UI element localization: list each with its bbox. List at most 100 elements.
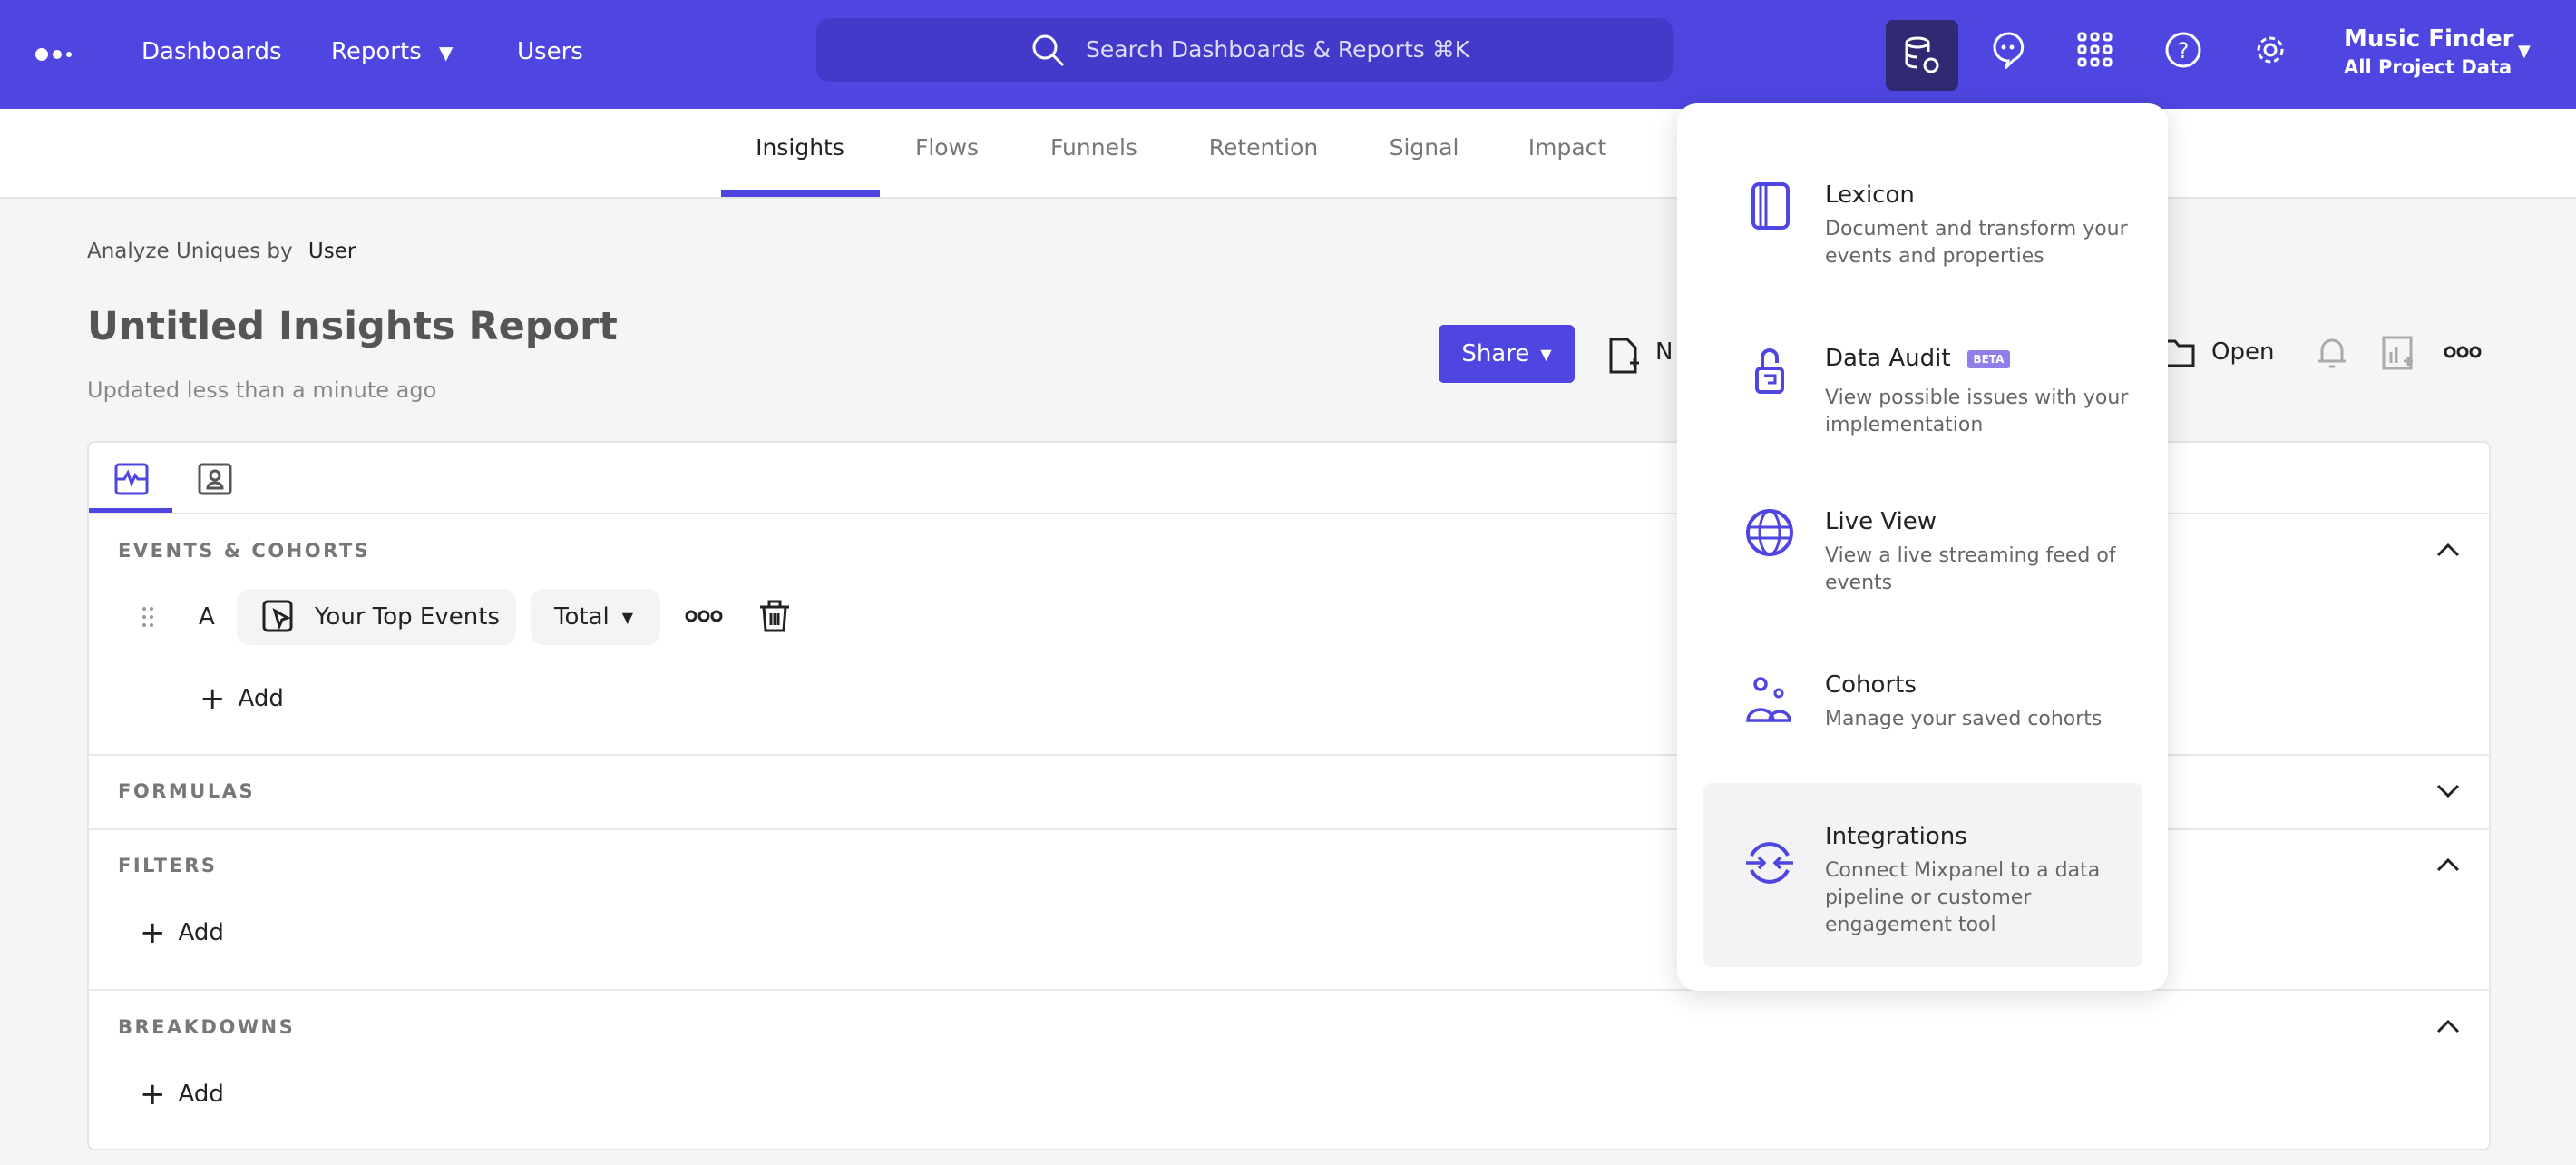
divider bbox=[89, 828, 2489, 830]
project-switcher[interactable]: Music Finder All Project Data bbox=[2344, 25, 2513, 78]
drag-handle-icon[interactable] bbox=[141, 606, 154, 628]
cursor-click-icon bbox=[262, 600, 293, 632]
tab-funnels[interactable]: Funnels bbox=[1050, 134, 1137, 161]
measure-selector[interactable]: Total ▼ bbox=[531, 589, 660, 645]
measure-label: Total bbox=[554, 603, 610, 631]
plus-icon: + bbox=[140, 915, 166, 951]
tab-signal[interactable]: Signal bbox=[1389, 134, 1459, 161]
menu-item-title: Integrations bbox=[1825, 823, 1967, 850]
expand-chevron-icon[interactable] bbox=[2435, 778, 2462, 805]
active-panel-tab-indicator bbox=[89, 508, 172, 514]
project-caret-icon[interactable]: ▼ bbox=[2518, 42, 2531, 61]
add-label: Add bbox=[238, 685, 284, 712]
insights-chart-tab-icon[interactable] bbox=[114, 463, 149, 495]
integrations-arrows-icon bbox=[1746, 842, 1793, 884]
section-breakdowns: BREAKDOWNS bbox=[118, 1016, 296, 1038]
add-filter-button[interactable]: + Add bbox=[140, 915, 224, 951]
menu-item-description: Manage your saved cohorts bbox=[1825, 708, 2103, 730]
more-options-icon[interactable] bbox=[2444, 345, 2482, 359]
collapse-chevron-icon[interactable] bbox=[2435, 852, 2462, 879]
menu-item-data-audit[interactable]: Data Audit BETA View possible issues with… bbox=[1703, 303, 2142, 457]
report-title[interactable]: Untitled Insights Report bbox=[87, 304, 618, 349]
data-management-button[interactable] bbox=[1886, 20, 1958, 91]
menu-item-title: Data Audit bbox=[1825, 345, 1951, 372]
project-name: Music Finder bbox=[2344, 25, 2514, 53]
measure-caret-icon: ▼ bbox=[621, 608, 634, 626]
share-label: Share bbox=[1461, 340, 1530, 367]
svg-text:?: ? bbox=[2178, 38, 2190, 64]
updated-status: Updated less than a minute ago bbox=[87, 377, 437, 403]
add-to-dashboard-icon[interactable] bbox=[2382, 336, 2415, 370]
globe-icon bbox=[1746, 509, 1793, 556]
new-button-label[interactable]: N bbox=[1655, 338, 1673, 366]
menu-item-lexicon[interactable]: Lexicon Document and transform your even… bbox=[1703, 140, 2142, 294]
tab-insights[interactable]: Insights bbox=[756, 134, 844, 161]
settings-icon bbox=[2257, 36, 2284, 64]
analyze-label: Analyze Uniques by bbox=[87, 240, 293, 263]
collapse-chevron-icon[interactable] bbox=[2435, 537, 2462, 564]
profile-tab-icon[interactable] bbox=[198, 463, 232, 495]
menu-item-description: View possible issues with your implement… bbox=[1825, 387, 2129, 436]
nav-dashboards[interactable]: Dashboards bbox=[141, 38, 282, 65]
menu-item-description: Connect Mixpanel to a data pipeline or c… bbox=[1825, 859, 2101, 936]
mixpanel-logo[interactable] bbox=[34, 45, 74, 67]
menu-item-title: Cohorts bbox=[1825, 671, 1917, 699]
active-tab-indicator bbox=[721, 190, 880, 197]
divider bbox=[89, 989, 2489, 991]
project-scope: All Project Data bbox=[2344, 56, 2513, 78]
add-label: Add bbox=[178, 919, 224, 946]
data-audit-lock-icon bbox=[1755, 348, 1784, 394]
open-button[interactable]: Open bbox=[2211, 338, 2275, 366]
help-button[interactable]: ? bbox=[2161, 27, 2206, 73]
event-selector[interactable]: Your Top Events bbox=[237, 589, 516, 645]
settings-button[interactable] bbox=[2248, 27, 2293, 73]
search-bar[interactable]: Search Dashboards & Reports ⌘K bbox=[816, 18, 1673, 82]
tab-retention[interactable]: Retention bbox=[1208, 134, 1319, 161]
reports-caret-icon[interactable]: ▼ bbox=[439, 42, 454, 64]
nav-users[interactable]: Users bbox=[517, 38, 583, 65]
report-type-tabs: Insights Flows Funnels Retention Signal … bbox=[0, 109, 2576, 199]
add-label: Add bbox=[178, 1081, 224, 1108]
collapse-chevron-icon[interactable] bbox=[2435, 1013, 2462, 1041]
menu-item-description: Document and transform your events and p… bbox=[1825, 218, 2128, 268]
add-event-button[interactable]: + Add bbox=[200, 680, 284, 717]
divider bbox=[89, 513, 2489, 514]
divider bbox=[89, 754, 2489, 756]
plus-icon: + bbox=[140, 1076, 166, 1112]
add-breakdown-button[interactable]: + Add bbox=[140, 1076, 224, 1112]
top-navigation-bar: Dashboards Reports ▼ Users Search Dashbo… bbox=[0, 0, 2576, 109]
cohorts-people-icon bbox=[1746, 677, 1791, 722]
section-filters: FILTERS bbox=[118, 855, 218, 876]
tab-impact[interactable]: Impact bbox=[1527, 134, 1607, 161]
chat-icon bbox=[1993, 32, 2025, 69]
analyze-by[interactable]: Analyze Uniques by User bbox=[87, 240, 356, 263]
lexicon-book-icon bbox=[1751, 182, 1790, 230]
beta-badge: BETA bbox=[1966, 349, 2011, 368]
plus-icon: + bbox=[200, 680, 226, 717]
data-management-menu: Lexicon Document and transform your even… bbox=[1677, 103, 2168, 991]
alert-bell-icon[interactable] bbox=[2317, 336, 2349, 370]
event-name: Your Top Events bbox=[315, 603, 500, 631]
apps-grid-icon bbox=[2077, 32, 2113, 67]
search-placeholder: Search Dashboards & Reports ⌘K bbox=[1086, 36, 1470, 63]
menu-item-title: Live View bbox=[1825, 508, 1937, 535]
chat-button[interactable] bbox=[1986, 27, 2031, 73]
nav-reports[interactable]: Reports bbox=[331, 38, 422, 65]
share-caret-icon: ▼ bbox=[1540, 345, 1552, 363]
menu-item-title: Lexicon bbox=[1825, 181, 1915, 209]
delete-trash-icon[interactable] bbox=[758, 599, 791, 633]
share-button[interactable]: Share ▼ bbox=[1439, 325, 1575, 383]
event-more-icon[interactable] bbox=[685, 609, 723, 623]
menu-item-cohorts[interactable]: Cohorts Manage your saved cohorts bbox=[1703, 630, 2142, 784]
analyze-value[interactable]: User bbox=[307, 240, 356, 263]
menu-item-live-view[interactable]: Live View View a live streaming feed of … bbox=[1703, 466, 2142, 621]
apps-button[interactable] bbox=[2073, 27, 2118, 73]
tab-flows[interactable]: Flows bbox=[914, 134, 980, 161]
menu-item-integrations[interactable]: Integrations Connect Mixpanel to a data … bbox=[1703, 783, 2142, 967]
event-letter: A bbox=[199, 603, 215, 631]
new-report-icon[interactable] bbox=[1608, 338, 1639, 374]
search-icon bbox=[1032, 34, 1065, 67]
section-events-cohorts: EVENTS & COHORTS bbox=[118, 540, 371, 562]
section-formulas[interactable]: FORMULAS bbox=[118, 780, 256, 802]
menu-item-description: View a live streaming feed of events bbox=[1825, 544, 2116, 594]
